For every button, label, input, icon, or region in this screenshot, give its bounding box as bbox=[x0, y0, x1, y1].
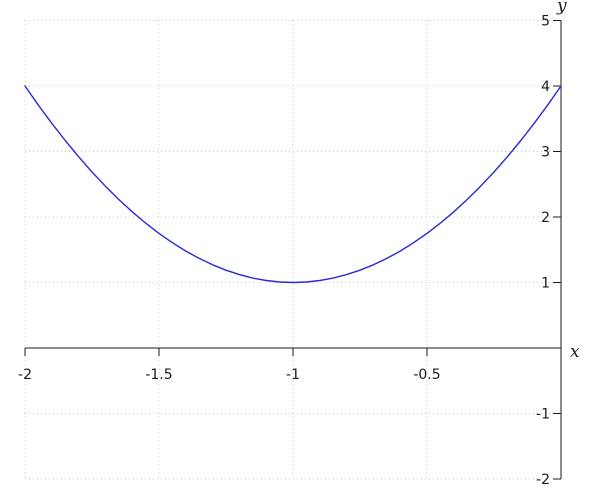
y-tick-label: 4 bbox=[541, 79, 550, 95]
y-tick-label: -2 bbox=[536, 472, 550, 488]
x-tick-label: -2 bbox=[18, 367, 32, 383]
x-tick-label: -1 bbox=[286, 367, 300, 383]
y-tick-label: 2 bbox=[541, 210, 550, 226]
y-tick-label: 3 bbox=[541, 145, 550, 161]
x-tick-label: -0.5 bbox=[413, 367, 440, 383]
tick-labels: -2 -1.5 -1 -0.5 5 4 3 2 1 -1 -2 bbox=[18, 14, 550, 489]
y-tick-label: 5 bbox=[541, 14, 550, 30]
x-axis-label: x bbox=[570, 342, 580, 362]
tick-marks bbox=[24, 20, 561, 480]
function-curve bbox=[24, 85, 562, 284]
x-tick-label: -1.5 bbox=[145, 367, 172, 383]
gridlines bbox=[24, 20, 561, 480]
y-tick-label: -1 bbox=[536, 407, 550, 423]
y-axis-label: y bbox=[557, 0, 567, 16]
curve-path bbox=[24, 85, 562, 284]
y-tick-label: 1 bbox=[541, 276, 550, 292]
